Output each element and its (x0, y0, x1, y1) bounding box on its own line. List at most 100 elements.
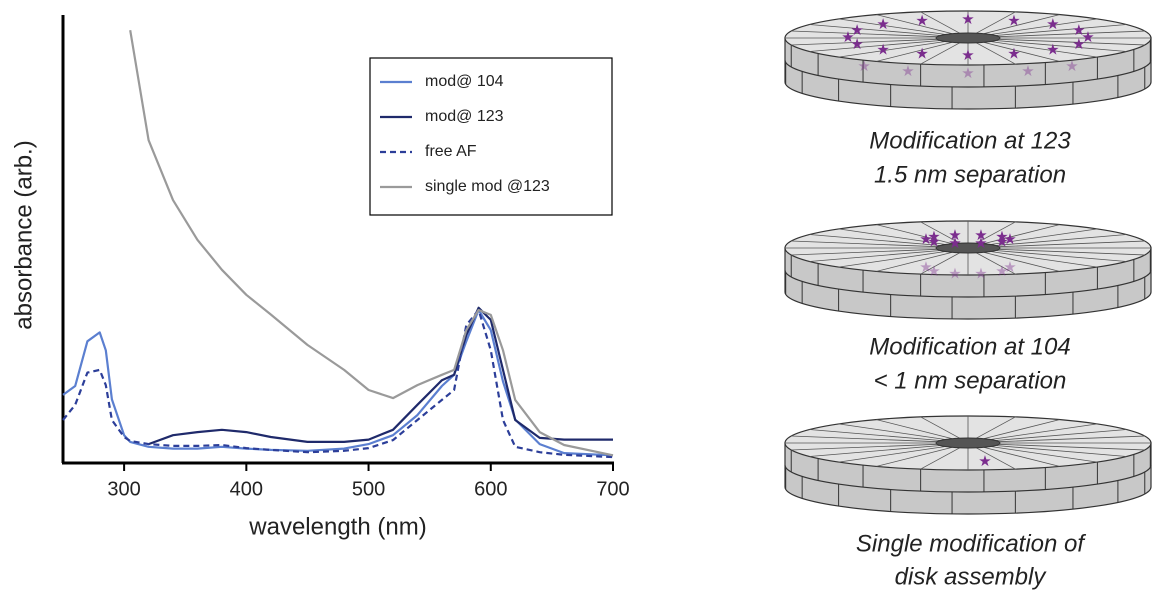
star: ★ (915, 12, 928, 29)
x-tick-label: 700 (596, 478, 629, 500)
disk-spoke (876, 224, 953, 245)
star: ★ (1065, 58, 1078, 75)
caption: Single modification of (856, 530, 1086, 557)
disk-spoke (838, 446, 946, 463)
disk-spoke (920, 11, 960, 34)
star: ★ (850, 36, 863, 53)
disk-spoke (876, 14, 953, 35)
disk-spoke (998, 435, 1145, 443)
legend-label: free AF (425, 143, 477, 160)
x-tick-label: 300 (107, 478, 140, 500)
disk-spoke (998, 443, 1145, 451)
disk-spoke (995, 24, 1127, 36)
disk-spoke (876, 419, 953, 440)
x-tick-label: 500 (352, 478, 385, 500)
disk-spoke (791, 240, 938, 248)
star: ★ (974, 235, 987, 252)
star: ★ (961, 47, 974, 64)
x-tick-label: 600 (474, 478, 507, 500)
disk-spoke (838, 423, 946, 440)
disk-spoke (920, 252, 960, 275)
disk-band (784, 269, 1152, 298)
disk-spoke (791, 435, 938, 443)
disk-spoke (995, 40, 1127, 52)
legend-label: mod@ 123 (425, 108, 504, 125)
disk-spoke (990, 18, 1098, 35)
disk-spoke (791, 248, 938, 256)
star: ★ (927, 229, 940, 246)
star: ★ (841, 29, 854, 46)
disk-spoke (791, 30, 938, 38)
disk-spoke (920, 42, 960, 65)
star: ★ (915, 46, 928, 63)
disk-spoke (791, 443, 938, 451)
disk-spoke (976, 11, 1016, 34)
star: ★ (919, 259, 932, 276)
disk-spoke (995, 250, 1127, 262)
star: ★ (1007, 46, 1020, 63)
star: ★ (948, 266, 961, 283)
disk-spoke (920, 221, 960, 244)
star: ★ (1072, 36, 1085, 53)
star: ★ (1046, 42, 1059, 59)
star: ★ (995, 233, 1008, 250)
star: ★ (1021, 63, 1034, 80)
disk-spoke (998, 38, 1145, 46)
disk-spoke (976, 447, 1016, 470)
y-axis-label: absorbance (arb.) (10, 140, 37, 329)
star: ★ (978, 453, 991, 470)
series-line (129, 30, 614, 457)
disk-spoke (809, 40, 941, 52)
star: ★ (850, 22, 863, 39)
star: ★ (1007, 12, 1020, 29)
disk-spoke (983, 446, 1060, 467)
star: ★ (1003, 231, 1016, 248)
star: ★ (876, 42, 889, 59)
series-line (148, 306, 613, 446)
disk-spoke (920, 416, 960, 439)
legend-label: mod@ 104 (425, 73, 504, 90)
legend-label: single mod @123 (425, 178, 550, 195)
disk-spoke (809, 234, 941, 246)
disk-spoke (876, 251, 953, 272)
star: ★ (927, 263, 940, 280)
disk-spoke (990, 446, 1098, 463)
star: ★ (974, 227, 987, 244)
disk-hole (935, 32, 1001, 44)
disk-spoke (983, 41, 1060, 62)
x-axis-label: wavelength (nm) (248, 513, 426, 540)
caption: 1.5 nm separation (874, 161, 1066, 188)
disk-spoke (876, 446, 953, 467)
star: ★ (948, 235, 961, 252)
disk-spoke (791, 38, 938, 46)
star: ★ (901, 63, 914, 80)
star: ★ (961, 11, 974, 28)
star: ★ (927, 233, 940, 250)
star: ★ (995, 229, 1008, 246)
star: ★ (995, 263, 1008, 280)
star: ★ (1072, 22, 1085, 39)
disk-spoke (809, 24, 941, 36)
disk-spoke (998, 248, 1145, 256)
star: ★ (857, 58, 870, 75)
star: ★ (961, 65, 974, 82)
star: ★ (974, 266, 987, 283)
disk-spoke (838, 18, 946, 35)
disk-spoke (976, 221, 1016, 244)
disk-hole (935, 437, 1001, 449)
star: ★ (1081, 29, 1094, 46)
star: ★ (1003, 259, 1016, 276)
star: ★ (948, 227, 961, 244)
disk-spoke (998, 240, 1145, 248)
disk-spoke (990, 251, 1098, 268)
caption: Modification at 123 (869, 127, 1071, 154)
legend-box (369, 57, 613, 216)
star: ★ (919, 231, 932, 248)
x-tick-label: 400 (230, 478, 263, 500)
disk-spoke (983, 224, 1060, 245)
disk-spoke (983, 14, 1060, 35)
disk-spoke (990, 41, 1098, 58)
star: ★ (876, 16, 889, 33)
disk-spoke (976, 416, 1016, 439)
